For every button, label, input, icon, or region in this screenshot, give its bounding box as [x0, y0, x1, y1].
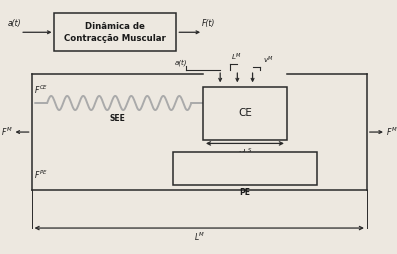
- Text: $L^M$: $L^M$: [231, 52, 242, 63]
- Text: $F^{CE}$: $F^{CE}$: [33, 84, 48, 97]
- Text: $v^M$: $v^M$: [263, 55, 274, 66]
- Text: CE: CE: [238, 108, 252, 118]
- Bar: [54, 13, 176, 51]
- Text: $F^M$: $F^M$: [1, 126, 13, 138]
- Text: F(t): F(t): [202, 20, 216, 28]
- Text: Dinâmica de
Contracção Muscular: Dinâmica de Contracção Muscular: [64, 22, 166, 43]
- Text: a(t): a(t): [175, 59, 187, 66]
- Text: $F^{PE}$: $F^{PE}$: [33, 169, 47, 181]
- Bar: [173, 152, 317, 185]
- Text: $L^M$: $L^M$: [193, 231, 205, 244]
- Text: a(t): a(t): [8, 20, 21, 28]
- Bar: [203, 87, 287, 140]
- Text: SEE: SEE: [110, 114, 125, 123]
- Text: $F^M$: $F^M$: [386, 126, 397, 138]
- Text: $\gamma L^S$: $\gamma L^S$: [237, 147, 252, 161]
- Text: PE: PE: [239, 188, 251, 197]
